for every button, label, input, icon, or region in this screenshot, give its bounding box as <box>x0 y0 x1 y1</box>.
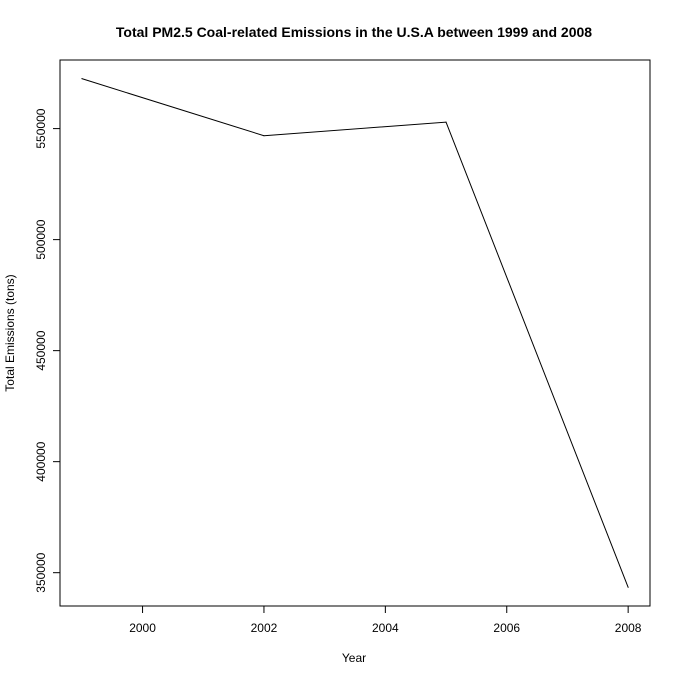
data-point <box>263 135 265 137</box>
y-axis-label: Total Emissions (tons) <box>3 274 17 391</box>
series-group <box>81 78 629 588</box>
data-point <box>445 121 447 123</box>
y-tick-label: 400000 <box>34 441 48 481</box>
y-tick-label: 350000 <box>34 552 48 592</box>
x-tick-label: 2006 <box>493 621 520 635</box>
data-point <box>627 586 629 588</box>
x-axis-label: Year <box>342 651 366 665</box>
data-point <box>81 78 83 80</box>
y-tick-label: 550000 <box>34 108 48 148</box>
x-tick-label: 2000 <box>129 621 156 635</box>
x-axis: 2000 2002 2004 2006 2008 <box>129 606 642 635</box>
x-tick-label: 2004 <box>372 621 399 635</box>
y-axis: 350000 400000 450000 500000 550000 <box>34 108 60 593</box>
chart-title: Total PM2.5 Coal-related Emissions in th… <box>116 24 592 40</box>
y-tick-label: 450000 <box>34 330 48 370</box>
plot-frame <box>59 59 651 607</box>
x-tick-label: 2008 <box>615 621 642 635</box>
y-tick-label: 500000 <box>34 219 48 259</box>
emissions-series-line <box>81 78 629 588</box>
x-tick-label: 2002 <box>251 621 278 635</box>
